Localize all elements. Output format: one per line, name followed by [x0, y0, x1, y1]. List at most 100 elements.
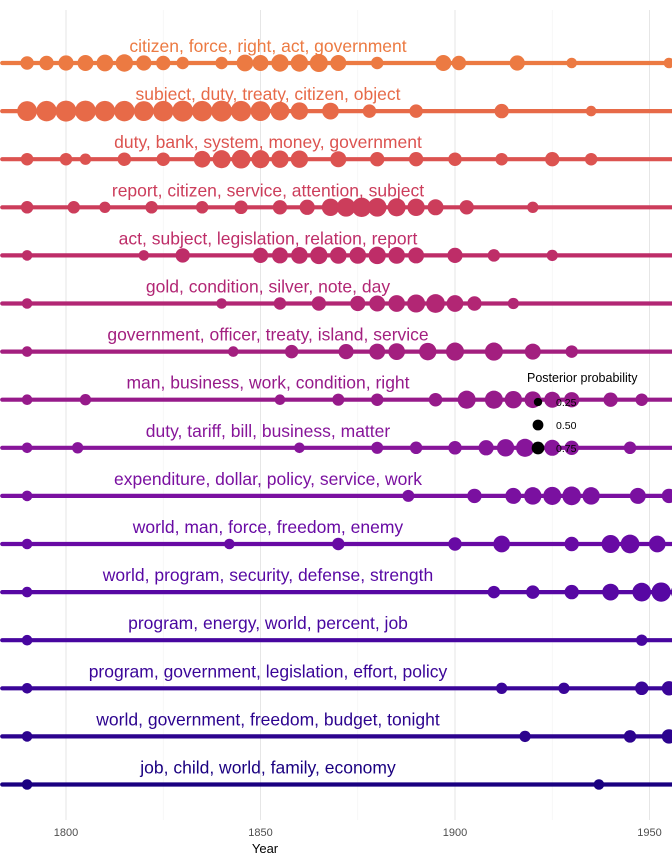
- topic-point: [175, 248, 190, 263]
- topic-series: program, energy, world, percent, job: [0, 613, 672, 646]
- topic-point: [546, 249, 558, 262]
- topic-point: [435, 54, 452, 72]
- topic-point: [543, 486, 562, 505]
- topic-point: [230, 100, 252, 122]
- topic-point: [290, 102, 309, 120]
- topic-point: [96, 54, 114, 72]
- topic-label: government, officer, treaty, island, ser…: [107, 325, 428, 345]
- topic-point: [448, 441, 462, 455]
- topic-point: [409, 104, 423, 118]
- topic-label: gold, condition, silver, note, day: [146, 277, 390, 297]
- topic-point: [74, 100, 96, 122]
- topic-point: [234, 200, 248, 215]
- topic-point: [252, 54, 269, 72]
- topic-point: [332, 393, 345, 406]
- topic-series: subject, duty, treaty, citizen, object: [0, 84, 672, 122]
- topic-point: [291, 247, 308, 264]
- topic-point: [634, 681, 649, 696]
- topic-label: program, government, legislation, effort…: [89, 661, 448, 681]
- topic-point: [67, 201, 81, 214]
- topic-label: report, citizen, service, attention, sub…: [112, 180, 424, 200]
- topic-point: [330, 151, 347, 168]
- topic-point: [20, 152, 34, 166]
- topic-point: [71, 442, 84, 454]
- topic-point: [496, 439, 515, 457]
- topic-point: [663, 57, 672, 69]
- topic-point: [138, 250, 150, 261]
- topic-point: [447, 247, 463, 264]
- topic-point: [99, 201, 111, 213]
- series-layer: citizen, force, right, act, government su…: [0, 36, 672, 790]
- topic-point: [558, 682, 570, 694]
- topic-point: [21, 683, 33, 694]
- topic-series: report, citizen, service, attention, sub…: [0, 180, 672, 217]
- topic-label: job, child, world, family, economy: [139, 758, 396, 778]
- topic-point: [94, 100, 116, 122]
- topic-series: man, business, work, condition, right: [0, 373, 672, 409]
- topic-point: [632, 582, 652, 602]
- topic-label: man, business, work, condition, right: [126, 373, 409, 393]
- topic-point: [493, 535, 511, 553]
- topic-point: [467, 488, 482, 504]
- topic-point: [272, 200, 288, 215]
- topic-point: [636, 634, 648, 646]
- topic-point: [544, 391, 561, 408]
- topic-point: [21, 346, 33, 357]
- topic-point: [322, 102, 339, 120]
- topic-point: [457, 390, 476, 409]
- topic-point: [369, 343, 386, 360]
- topic-point: [153, 100, 174, 122]
- topic-point: [527, 201, 539, 213]
- topic-point: [290, 54, 309, 72]
- x-tick-label: 1850: [248, 827, 272, 839]
- topic-point: [156, 152, 170, 166]
- topic-point: [58, 55, 74, 71]
- topic-point: [369, 295, 386, 312]
- topic-point: [408, 151, 424, 167]
- topic-point: [59, 152, 73, 166]
- topic-point: [215, 56, 228, 70]
- x-tick-label: 1800: [54, 827, 78, 839]
- topic-point: [448, 152, 462, 166]
- legend-dot: [533, 397, 543, 407]
- topic-label: duty, tariff, bill, business, matter: [146, 421, 391, 441]
- topic-series: citizen, force, right, act, government: [0, 36, 672, 73]
- topic-series: world, man, force, freedom, enemy: [0, 517, 672, 554]
- topic-point: [39, 55, 54, 71]
- topic-point: [584, 152, 598, 166]
- topic-point: [117, 152, 132, 166]
- topic-point: [593, 779, 605, 790]
- topic-point: [21, 538, 33, 550]
- topic-series: expenditure, dollar, policy, service, wo…: [0, 469, 672, 506]
- topic-point: [370, 56, 384, 70]
- topic-point: [77, 54, 94, 72]
- topic-point: [176, 56, 189, 70]
- topic-point: [428, 392, 443, 407]
- topic-point: [20, 56, 34, 70]
- topic-point: [629, 487, 646, 504]
- topic-point: [427, 199, 444, 216]
- topic-point: [195, 201, 209, 214]
- topic-point: [252, 247, 269, 264]
- topic-point: [495, 152, 508, 166]
- topic-point: [115, 54, 134, 72]
- grid: [65, 10, 650, 820]
- topic-point: [623, 441, 637, 455]
- topic-point: [36, 100, 57, 122]
- topic-point: [271, 150, 289, 168]
- topic-point: [193, 150, 211, 168]
- topic-point: [478, 440, 494, 456]
- topic-point: [635, 393, 648, 406]
- topic-point: [211, 100, 233, 122]
- topic-point: [409, 441, 423, 455]
- topic-point: [407, 294, 426, 313]
- topic-point: [564, 440, 579, 456]
- topic-point: [21, 586, 33, 598]
- topic-point: [388, 295, 406, 312]
- topic-point: [564, 536, 579, 552]
- topic-point: [227, 346, 239, 357]
- topic-point: [20, 201, 34, 214]
- topic-series: job, child, world, family, economy: [0, 758, 672, 790]
- topic-point: [484, 390, 503, 409]
